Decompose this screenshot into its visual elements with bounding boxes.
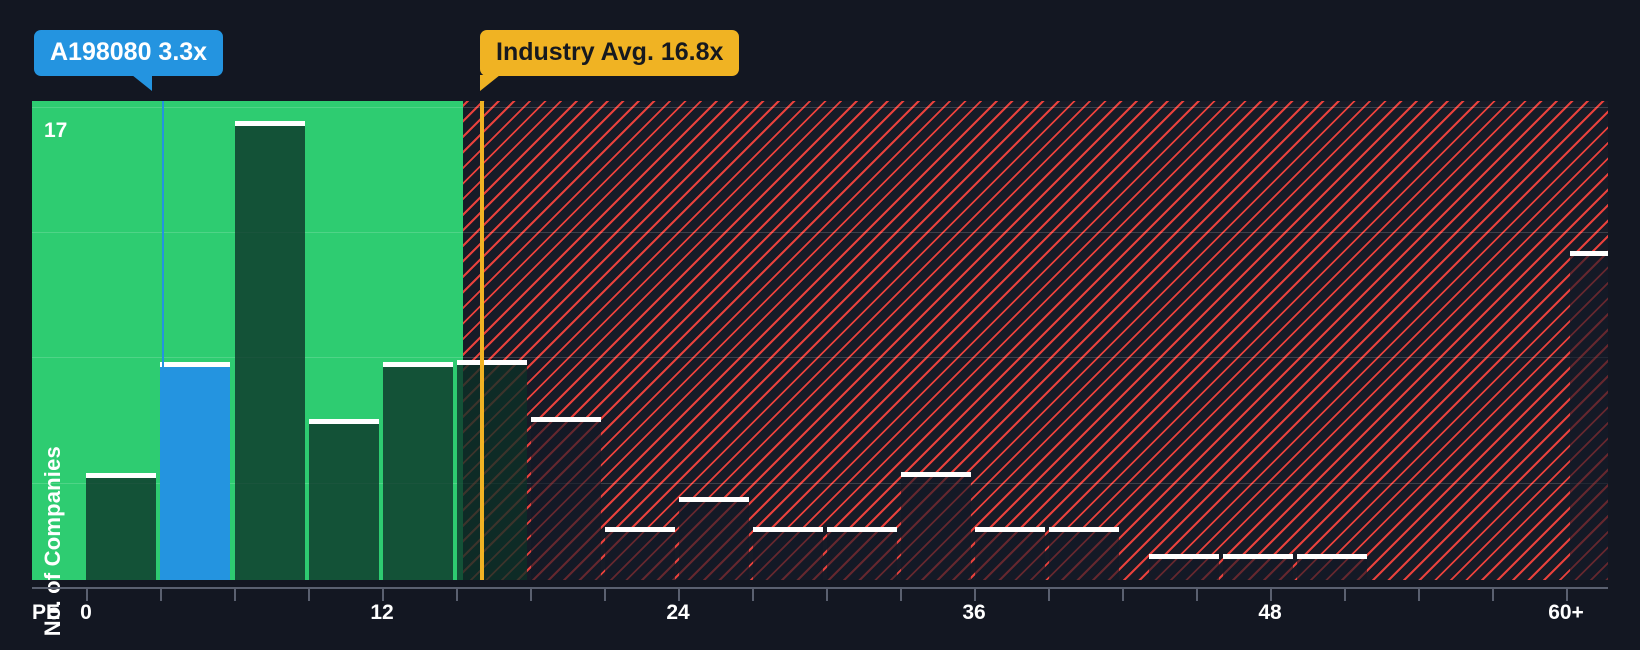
bar-bin-3[interactable]	[309, 419, 379, 580]
x-axis-tick	[456, 589, 458, 601]
x-axis-tick	[86, 589, 88, 601]
bar-bin-15[interactable]	[1223, 554, 1293, 580]
x-axis-tick	[752, 589, 754, 601]
bar-bin-4[interactable]	[383, 362, 453, 580]
plot-area	[32, 101, 1608, 580]
bar-bin-9[interactable]	[753, 527, 823, 580]
bar-bin-11[interactable]	[901, 472, 971, 580]
x-axis-tick	[1270, 589, 1272, 601]
bar-cap	[975, 527, 1045, 532]
industry-average-callout[interactable]: Industry Avg. 16.8x	[480, 30, 740, 92]
industry-average-callout-label: Industry Avg. 16.8x	[496, 38, 724, 66]
y-axis-max-label: 17	[44, 119, 68, 142]
x-axis-tick	[826, 589, 828, 601]
x-axis-tick-label-24: 24	[666, 601, 690, 624]
bar-cap	[679, 497, 749, 502]
bar-cap	[1223, 554, 1293, 559]
x-axis-tick	[234, 589, 236, 601]
bar-cap	[827, 527, 897, 532]
x-axis-tick	[678, 589, 680, 601]
bar-bin-14[interactable]	[1149, 554, 1219, 580]
x-axis-tick	[308, 589, 310, 601]
bar-bin-1-highlight[interactable]	[160, 362, 230, 580]
bar-bin-8[interactable]	[679, 497, 749, 580]
bar-bin-0[interactable]	[86, 473, 156, 580]
x-axis-tick	[1196, 589, 1198, 601]
x-axis-tick	[1418, 589, 1420, 601]
company-callout[interactable]: A198080 3.3x	[34, 30, 224, 92]
bar-bin-20-plus[interactable]	[1570, 251, 1608, 580]
bar-bin-6[interactable]	[531, 417, 601, 580]
industry-average-marker-line	[480, 101, 484, 580]
bar-cap	[1049, 527, 1119, 532]
x-axis-title: PE	[32, 601, 61, 624]
bar-cap	[1570, 251, 1608, 256]
bar-cap	[753, 527, 823, 532]
bar-bin-2[interactable]	[235, 121, 305, 580]
gridline-2	[32, 232, 1608, 233]
gridline-1	[32, 107, 1608, 108]
bar-cap	[605, 527, 675, 532]
gridline-4	[32, 483, 1608, 484]
x-axis-tick	[900, 589, 902, 601]
bar-cap	[235, 121, 305, 126]
bar-cap	[531, 417, 601, 422]
x-axis-tick-label-48: 48	[1258, 601, 1282, 624]
company-callout-label: A198080 3.3x	[50, 38, 208, 66]
bar-cap	[457, 360, 527, 365]
x-axis-tick-label-12: 12	[370, 601, 394, 624]
bar-cap	[1149, 554, 1219, 559]
x-axis-tick-label-0: 0	[80, 601, 92, 624]
bar-cap	[383, 362, 453, 367]
bar-bin-12[interactable]	[975, 527, 1045, 580]
x-axis-tick	[1344, 589, 1346, 601]
bar-cap	[1297, 554, 1367, 559]
x-axis-tick	[974, 589, 976, 601]
bar-cap	[86, 473, 156, 478]
bar-bin-13[interactable]	[1049, 527, 1119, 580]
bar-cap	[901, 472, 971, 477]
bar-cap	[309, 419, 379, 424]
gridline-3	[32, 357, 1608, 358]
company-marker-line	[162, 101, 164, 580]
x-axis-tick	[382, 589, 384, 601]
x-axis-line	[32, 587, 1608, 589]
x-axis-tick	[530, 589, 532, 601]
bar-bin-5[interactable]	[457, 360, 527, 580]
bar-bin-16[interactable]	[1297, 554, 1367, 580]
callout-tail	[132, 75, 152, 92]
x-axis-tick	[1492, 589, 1494, 601]
x-axis-tick	[1566, 589, 1568, 601]
x-axis-tick	[1048, 589, 1050, 601]
bar-bin-10[interactable]	[827, 527, 897, 580]
x-axis-tick-label-60: 60+	[1548, 601, 1584, 624]
x-axis-tick-label-36: 36	[962, 601, 986, 624]
bar-bin-7[interactable]	[605, 527, 675, 580]
region-overvalued	[463, 101, 1608, 580]
x-axis-tick	[1122, 589, 1124, 601]
x-axis-tick	[604, 589, 606, 601]
callout-tail	[480, 75, 500, 92]
x-axis-tick	[160, 589, 162, 601]
bar-cap	[160, 362, 230, 367]
